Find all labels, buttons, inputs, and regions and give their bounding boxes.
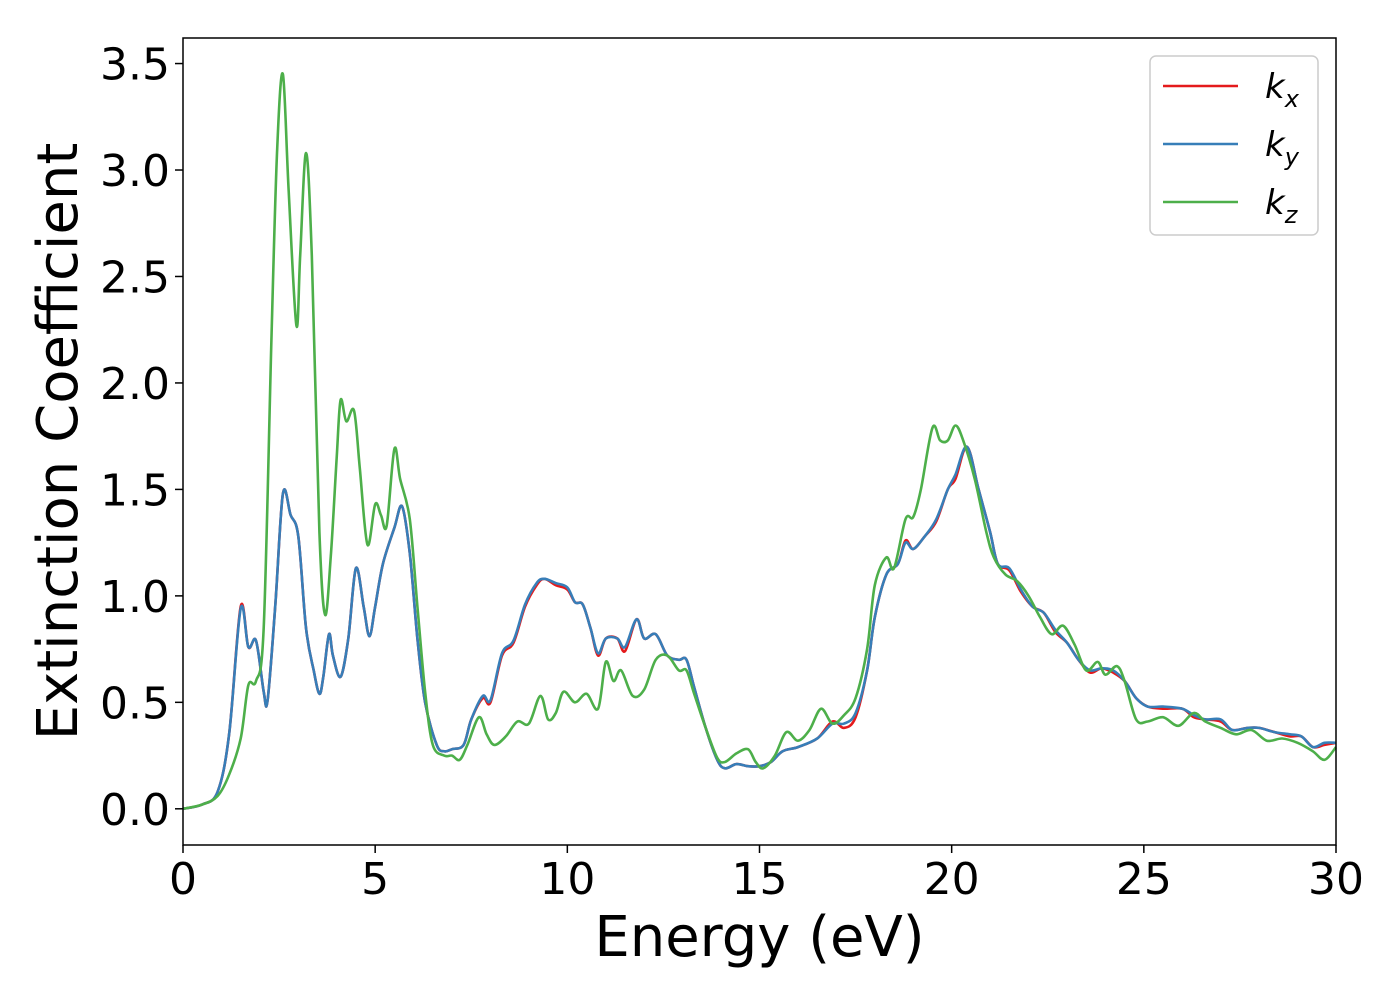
legend-box bbox=[1149, 55, 1319, 236]
y-axis-ticks: 0.0 0.5 1.0 1.5 2.0 2.5 3.0 3.5 bbox=[100, 40, 183, 836]
y-tick-label: 2.5 bbox=[100, 252, 170, 303]
legend-label-subscript: x bbox=[1284, 85, 1300, 113]
y-tick-label: 0.0 bbox=[100, 785, 170, 836]
legend-label-ky: ky bbox=[1265, 125, 1300, 171]
x-tick-label: 5 bbox=[361, 854, 389, 905]
x-tick-label: 0 bbox=[169, 854, 197, 905]
y-tick-label: 2.0 bbox=[100, 359, 170, 410]
x-tick-label: 20 bbox=[924, 854, 980, 905]
legend-label-base: k bbox=[1265, 125, 1286, 165]
y-axis-title: Extinction Coefficient bbox=[26, 143, 91, 741]
y-tick-label: 1.5 bbox=[100, 465, 170, 516]
y-tick-label: 3.0 bbox=[100, 146, 170, 197]
legend-label-subscript: y bbox=[1284, 143, 1300, 171]
legend-label-base: k bbox=[1265, 67, 1286, 107]
y-tick-label: 1.0 bbox=[100, 572, 170, 623]
plot-background bbox=[183, 38, 1336, 845]
series-curves bbox=[182, 72, 1338, 811]
x-tick-label: 10 bbox=[539, 854, 595, 905]
legend-label-kz: kz bbox=[1265, 183, 1299, 229]
y-tick-label: 3.5 bbox=[100, 40, 170, 91]
x-tick-label: 15 bbox=[732, 854, 788, 905]
x-tick-label: 30 bbox=[1308, 854, 1364, 905]
y-tick-label: 0.5 bbox=[100, 678, 170, 729]
legend-label-subscript: z bbox=[1284, 201, 1299, 229]
legend-label-kx: kx bbox=[1265, 67, 1300, 113]
x-axis-title: Energy (eV) bbox=[594, 905, 924, 970]
x-tick-label: 25 bbox=[1116, 854, 1172, 905]
series-line-kz bbox=[182, 72, 1338, 811]
x-axis-ticks: 0 5 10 15 20 25 30 bbox=[169, 845, 1364, 905]
legend-label-base: k bbox=[1265, 183, 1286, 223]
